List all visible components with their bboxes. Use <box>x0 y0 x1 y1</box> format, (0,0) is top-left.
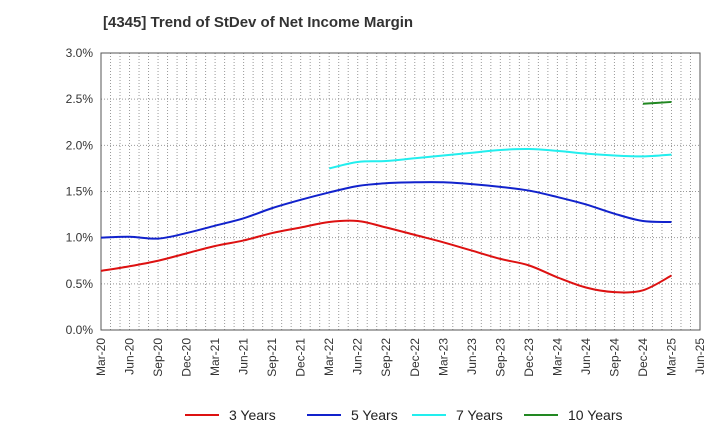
x-tick-label: Mar-23 <box>436 338 450 376</box>
x-tick-label: Jun-24 <box>579 338 593 375</box>
y-tick-label: 1.0% <box>66 231 94 245</box>
legend-swatch <box>524 414 558 416</box>
series-line-5-years <box>100 181 672 240</box>
line-chart: 0.0% 0.5% 1.0% 1.5% 2.0% 2.5% 3.0% Mar-20 Jun-20… <box>66 46 707 377</box>
x-tick-label: Dec-21 <box>294 338 308 377</box>
x-tick-label: Mar-25 <box>664 338 678 376</box>
legend-label: 10 Years <box>568 407 623 423</box>
x-tick-label: Dec-22 <box>408 338 422 377</box>
y-tick-label: 1.5% <box>66 185 94 199</box>
y-tick-label: 0.5% <box>66 277 94 291</box>
legend-swatch <box>307 414 341 416</box>
x-tick-label: Sep-21 <box>265 338 279 377</box>
x-tick-label: Mar-20 <box>94 338 108 376</box>
x-tick-label: Mar-21 <box>208 338 222 376</box>
plot-area <box>101 53 700 330</box>
legend-item-5-years: 5 Years <box>307 404 398 426</box>
legend-swatch <box>185 414 219 416</box>
series-line-7-years <box>328 147 672 170</box>
grid-lines <box>101 53 700 330</box>
y-tick-label: 3.0% <box>66 46 94 60</box>
x-tick-label: Mar-24 <box>550 338 564 376</box>
x-tick-label: Jun-20 <box>123 338 137 375</box>
series-line-10-years <box>642 100 672 105</box>
x-tick-label: Sep-23 <box>493 338 507 377</box>
y-tick-label: 0.0% <box>66 323 94 337</box>
series-line-3-years <box>100 219 672 294</box>
legend-item-3-years: 3 Years <box>185 404 276 426</box>
y-tick-label: 2.5% <box>66 92 94 106</box>
legend-item-7-years: 7 Years <box>412 404 503 426</box>
chart-title: [4345] Trend of StDev of Net Income Marg… <box>103 14 414 31</box>
x-tick-label: Dec-24 <box>636 338 650 377</box>
x-tick-label: Dec-23 <box>522 338 536 377</box>
x-tick-label: Sep-22 <box>379 338 393 377</box>
legend: 3 Years 5 Years 7 Years 10 Years <box>0 404 720 426</box>
x-tick-label: Dec-20 <box>180 338 194 377</box>
y-tick-label: 2.0% <box>66 138 94 152</box>
legend-label: 7 Years <box>456 407 503 423</box>
x-tick-label: Jun-25 <box>693 338 707 375</box>
x-tick-label: Sep-20 <box>151 338 165 377</box>
legend-label: 3 Years <box>229 407 276 423</box>
x-tick-label: Jun-22 <box>351 338 365 375</box>
legend-label: 5 Years <box>351 407 398 423</box>
x-tick-label: Sep-24 <box>607 338 621 377</box>
x-tick-label: Mar-22 <box>322 338 336 376</box>
legend-item-10-years: 10 Years <box>524 404 623 426</box>
x-tick-label: Jun-23 <box>465 338 479 375</box>
x-tick-label: Jun-21 <box>237 338 251 375</box>
legend-swatch <box>412 414 446 416</box>
plot-border <box>100 52 701 331</box>
